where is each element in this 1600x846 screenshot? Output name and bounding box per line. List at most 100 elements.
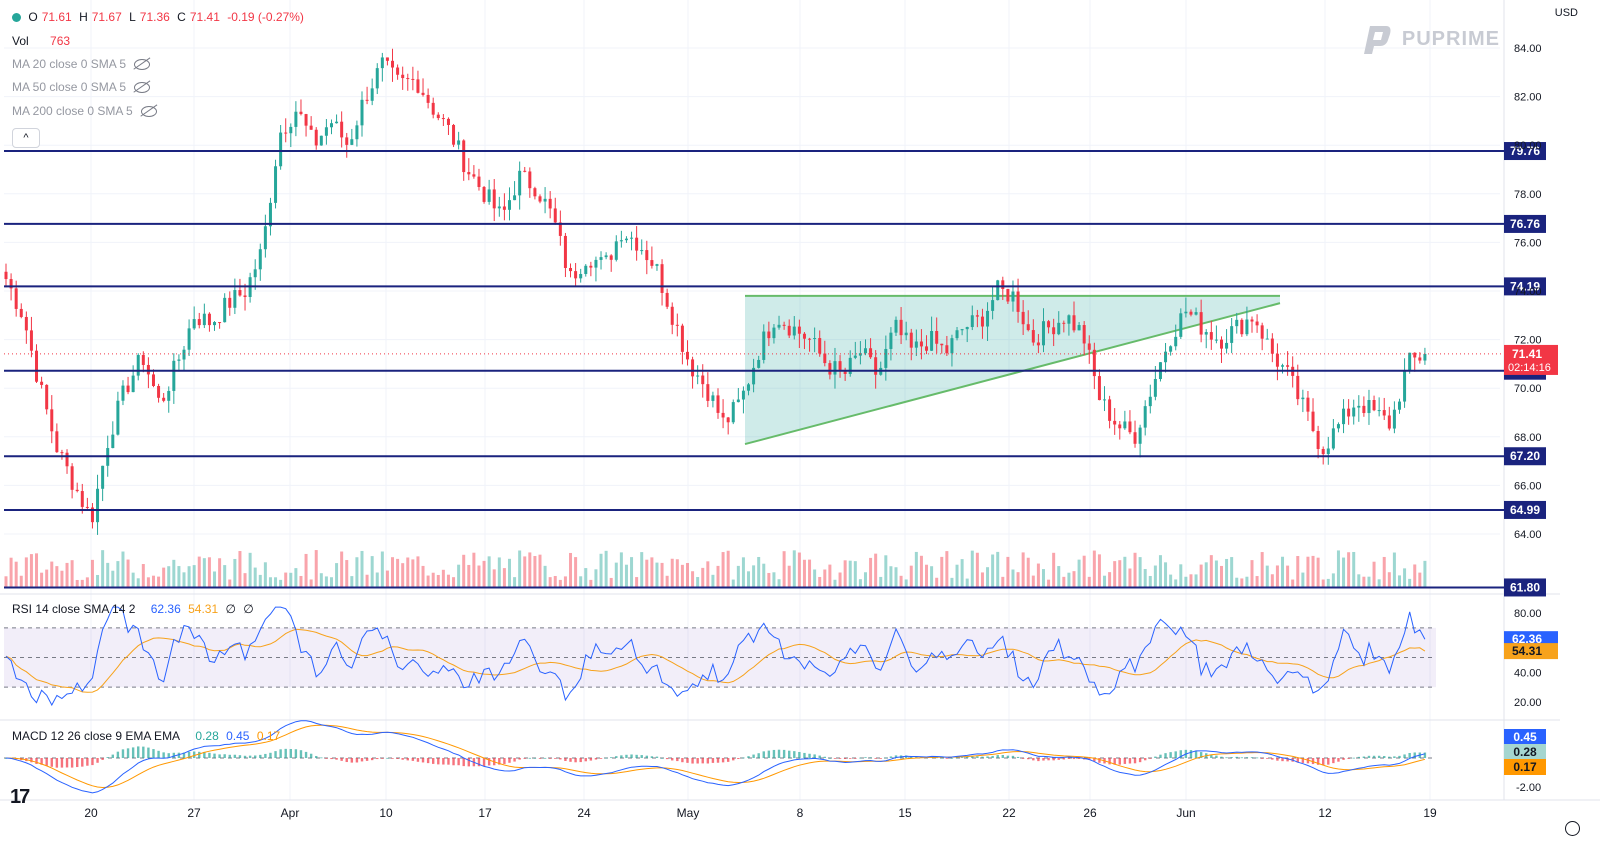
volume-bar	[1087, 576, 1091, 588]
volume-bar	[1352, 551, 1356, 588]
volume-bar	[894, 567, 898, 588]
macd-histogram-bar	[1276, 758, 1279, 761]
candle-body	[1316, 431, 1320, 449]
candle-body	[584, 265, 588, 274]
volume-bar	[467, 564, 471, 588]
candle-body	[802, 333, 806, 339]
macd-histogram-bar	[1260, 758, 1264, 759]
candle-body	[24, 316, 28, 331]
volume-bar	[172, 559, 176, 588]
macd-histogram-bar	[40, 758, 43, 765]
candle-body	[838, 361, 842, 370]
macd-histogram-bar	[823, 756, 826, 758]
candle-body	[762, 331, 766, 360]
macd-histogram-bar	[1032, 758, 1035, 761]
candle-body	[1001, 280, 1005, 290]
macd-histogram-bar	[864, 757, 867, 759]
currency-selector[interactable]: USD	[1554, 7, 1578, 19]
macd-value-tag	[1504, 744, 1546, 760]
macd-histogram-bar	[706, 758, 710, 764]
macd-histogram-bar	[889, 756, 893, 758]
volume-bar	[14, 561, 18, 588]
support-resistance-levels[interactable]	[4, 150, 1504, 589]
volume-bar	[599, 553, 603, 588]
macd-histogram-bar	[671, 758, 674, 761]
candle-body	[309, 125, 313, 130]
settings-gear-icon[interactable]	[1565, 821, 1580, 836]
level-tag	[1504, 277, 1546, 296]
volume-bar	[35, 553, 39, 588]
volume-bar	[1194, 574, 1198, 588]
low-value: 71.36	[139, 10, 170, 24]
price-axis[interactable]: 79.7676.7674.1970.7267.2064.9961.8064.00…	[1504, 43, 1558, 794]
macd-histogram-bar	[482, 758, 486, 767]
level-tag	[1504, 500, 1546, 519]
candle-body	[452, 124, 456, 145]
volume-bar	[797, 552, 801, 588]
candle-body	[1397, 401, 1401, 410]
candle-body	[1194, 312, 1198, 315]
macd-histogram-bar	[406, 758, 409, 761]
volume-bar	[162, 567, 166, 588]
volume-bar	[50, 561, 54, 588]
candle-body	[268, 202, 272, 227]
candle-body	[1189, 311, 1193, 315]
level-tag	[1504, 447, 1546, 466]
tradingview-logo-icon[interactable]: 17	[10, 786, 30, 808]
ma200-legend[interactable]: MA 200 close 0 SMA 5	[12, 104, 161, 118]
ma50-legend[interactable]: MA 50 close 0 SMA 5	[12, 80, 154, 94]
close-value: 71.41	[189, 10, 220, 24]
volume-bar	[329, 577, 333, 588]
rsi-legend[interactable]: RSI 14 close SMA 14 2 62.36 54.31 ∅ ∅	[12, 602, 258, 616]
candle-body	[294, 111, 298, 127]
volume-bar	[604, 550, 608, 588]
volume-bar	[960, 559, 964, 588]
rsi-value-tag	[1504, 643, 1558, 660]
ma50-label: MA 50 close 0 SMA 5	[12, 80, 127, 94]
volume-bar	[187, 566, 191, 588]
candle-body	[1230, 326, 1234, 343]
time-axis[interactable]: 20 27 Apr 10 17 24 May 8 15 22 26 Jun 12 19	[84, 806, 1437, 820]
candle-body	[965, 327, 969, 330]
volume-bar	[385, 570, 389, 588]
volume-bar	[396, 558, 400, 588]
ma20-legend[interactable]: MA 20 close 0 SMA 5	[12, 57, 154, 71]
candle-body	[1219, 339, 1223, 349]
volume-bar	[563, 576, 567, 588]
volume-bar	[802, 559, 806, 588]
candle-body	[533, 188, 537, 197]
macd-legend[interactable]: MACD 12 26 close 9 EMA EMA 0.28 0.45 0.1…	[12, 729, 284, 743]
volume-bar	[813, 569, 817, 588]
rsi-tick-label: 20.00	[1514, 697, 1542, 709]
hidden-eye-icon[interactable]	[134, 82, 151, 94]
candle-body	[436, 114, 440, 119]
last-price-label: 71.41	[1512, 347, 1542, 361]
candle-body	[1097, 376, 1101, 401]
hidden-eye-icon[interactable]	[134, 59, 151, 71]
collapse-legend-button[interactable]: ^	[12, 128, 40, 148]
macd-histogram-bar	[1230, 757, 1233, 758]
candle-body	[1087, 343, 1091, 350]
volume-legend[interactable]: Vol 763	[12, 34, 74, 48]
time-tick-label: 27	[187, 806, 201, 820]
candle-body	[523, 170, 527, 172]
macd-histogram-bar	[345, 758, 348, 763]
macd-histogram-bar	[854, 758, 857, 759]
volume-bar	[1001, 576, 1005, 588]
candle-body	[9, 279, 13, 289]
macd-histogram-bar	[1337, 758, 1340, 762]
volume-bar	[1072, 571, 1076, 588]
macd-histogram-bar	[45, 758, 48, 766]
candle-body	[263, 226, 267, 250]
volume-bar	[731, 579, 735, 588]
hidden-eye-icon[interactable]	[140, 106, 157, 118]
volume-bar	[935, 577, 939, 588]
volume-bar	[691, 571, 695, 588]
candle-body	[716, 395, 720, 413]
candle-body	[467, 172, 471, 175]
macd-histogram-bar	[503, 758, 506, 764]
volume-bar	[1148, 575, 1152, 588]
volume-bar	[157, 576, 161, 588]
volume-bar	[853, 561, 857, 588]
